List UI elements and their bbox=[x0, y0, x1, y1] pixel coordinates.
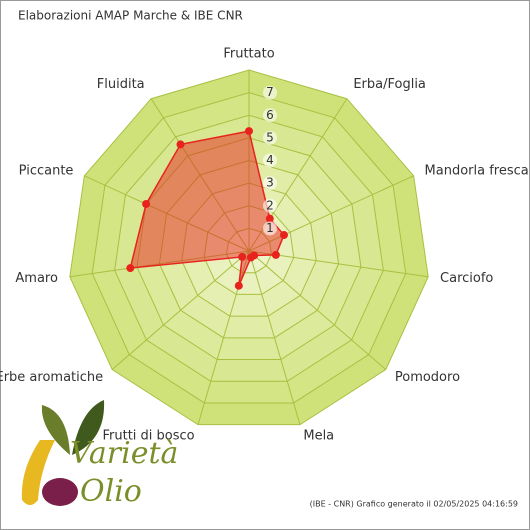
axis-label: Piccante bbox=[19, 163, 74, 178]
axis-label: Mandorla fresca bbox=[425, 163, 529, 178]
y-tick-label: 1 bbox=[266, 221, 274, 235]
data-point bbox=[176, 140, 185, 149]
data-point bbox=[126, 264, 135, 273]
tick-label-bg bbox=[263, 130, 277, 145]
logo-shape bbox=[21, 440, 55, 505]
data-point bbox=[234, 281, 243, 290]
axis-spoke bbox=[248, 250, 387, 370]
y-tick-label: 4 bbox=[266, 153, 274, 167]
logo-olive bbox=[42, 478, 78, 506]
axis-label: Fruttato bbox=[223, 47, 274, 62]
tick-label-bg bbox=[263, 153, 277, 168]
logo-leaf bbox=[41, 405, 70, 455]
tick-label-bg bbox=[263, 85, 277, 100]
logo-text: Varietà bbox=[70, 436, 178, 471]
data-point bbox=[245, 127, 253, 136]
logo: Varietà Olio bbox=[21, 400, 178, 509]
footer: (IBE - CNR) Grafico generato il 02/05/20… bbox=[310, 500, 518, 509]
axis-label: Amaro bbox=[15, 271, 58, 286]
logo-leaf bbox=[72, 400, 105, 455]
data-point bbox=[238, 252, 247, 261]
axis-spoke bbox=[111, 250, 250, 370]
y-tick-label: 2 bbox=[266, 198, 274, 212]
y-tick-label: 5 bbox=[266, 130, 274, 144]
tick-label-bg bbox=[263, 221, 277, 236]
data-point bbox=[142, 200, 151, 209]
tick-label-bg bbox=[263, 108, 277, 123]
y-tick-label: 7 bbox=[266, 85, 274, 99]
axis-label: Pomodoro bbox=[395, 370, 460, 385]
axis-label: Frutti di bosco bbox=[102, 429, 194, 444]
axis-spoke bbox=[248, 250, 301, 425]
data-point bbox=[265, 214, 274, 223]
chart-title: Elaborazioni AMAP Marche & IBE CNR bbox=[18, 9, 243, 23]
y-tick-label: 3 bbox=[266, 176, 274, 190]
axis-label: Erba/Foglia bbox=[353, 77, 426, 92]
data-point bbox=[279, 231, 288, 240]
axis-label: Mela bbox=[303, 429, 334, 444]
axis-label: Fluidita bbox=[97, 77, 145, 92]
axis-label: Erbe aromatiche bbox=[0, 370, 103, 385]
tick-label-bg bbox=[263, 176, 277, 191]
y-tick-label: 6 bbox=[266, 108, 274, 122]
data-point bbox=[246, 253, 255, 262]
logo-text: Olio bbox=[80, 474, 142, 509]
axis-label: Carciofo bbox=[440, 271, 493, 286]
data-point bbox=[271, 250, 280, 259]
tick-label-bg bbox=[263, 198, 277, 213]
